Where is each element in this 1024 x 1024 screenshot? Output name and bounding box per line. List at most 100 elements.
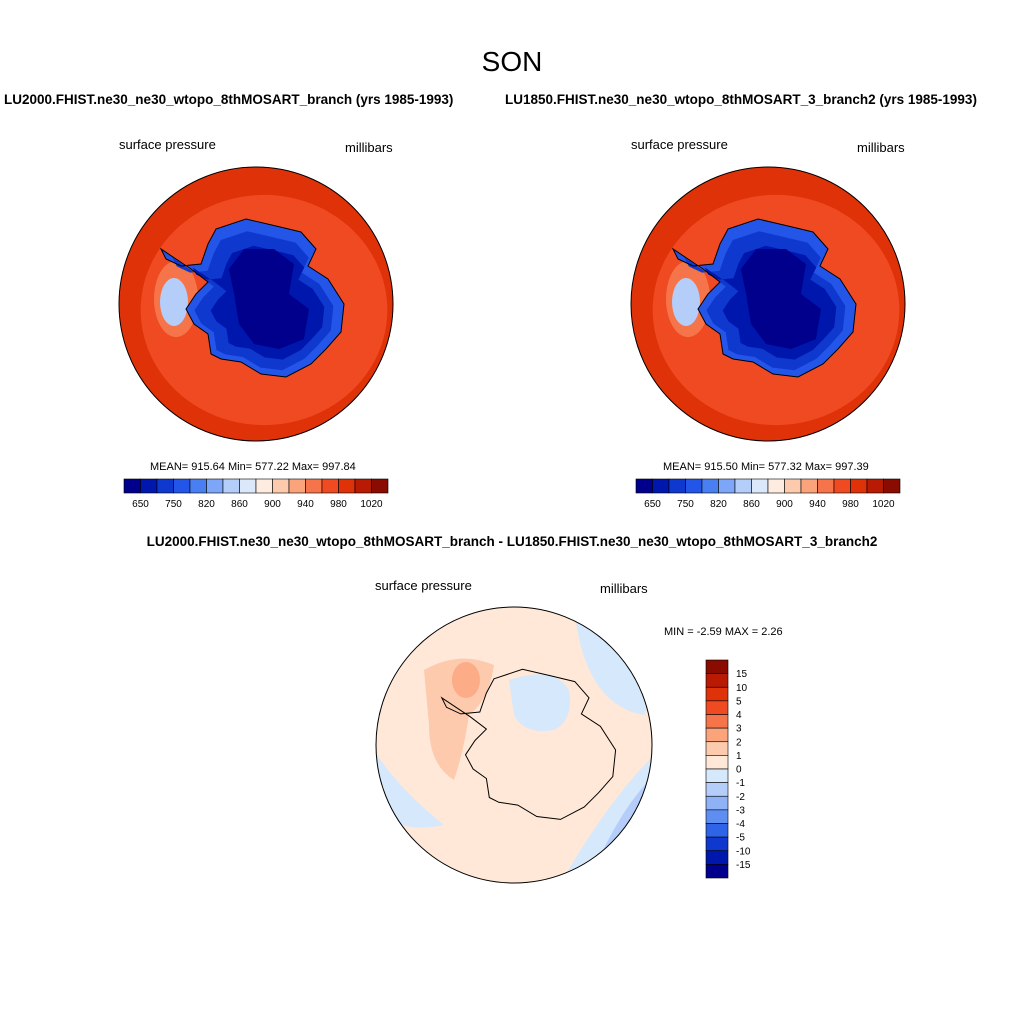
panel-2-colorbar-box-0 bbox=[635, 478, 653, 494]
panel-1-case-title: LU2000.FHIST.ne30_ne30_wtopo_8thMOSART_b… bbox=[4, 92, 454, 107]
diff-colorbar-tick-3: 4 bbox=[736, 710, 742, 721]
panel-2-colorbar-box-6 bbox=[734, 478, 752, 494]
panel-2-peninsula-low bbox=[672, 278, 700, 326]
diff-colorbar-tick-5: 2 bbox=[736, 737, 742, 748]
panel-2-colorbar-tick-4: 900 bbox=[776, 499, 793, 510]
panel-1-map-border bbox=[118, 166, 394, 442]
diff-colorbar-box-4 bbox=[705, 714, 729, 729]
panel-2-colorbar-box-12 bbox=[833, 478, 851, 494]
panel-1-colorbar-tick-1: 750 bbox=[165, 499, 182, 510]
panel-1-coastline bbox=[159, 218, 345, 378]
diff-colorbar-box-6 bbox=[705, 741, 729, 756]
panel-2-colorbar-box-14 bbox=[866, 478, 884, 494]
diff-colorbar-tick-4: 3 bbox=[736, 724, 742, 735]
diff-colorbar-box-10 bbox=[705, 795, 729, 811]
diff-coastline bbox=[440, 668, 617, 820]
panel-2-map bbox=[630, 166, 906, 442]
diff-colorbar-box-0 bbox=[705, 659, 729, 674]
panel-2-colorbar-tick-1: 750 bbox=[677, 499, 694, 510]
panel-1-colorbar-box-14 bbox=[354, 478, 372, 494]
panel-2-ice-plateau bbox=[741, 249, 821, 349]
panel-2-colorbar-box-13 bbox=[850, 478, 868, 494]
diff-pos-core bbox=[452, 662, 480, 698]
diff-colorbar-box-3 bbox=[705, 700, 729, 715]
panel-1-colorbar-box-6 bbox=[222, 478, 240, 494]
panel-1-colorbar: 650 750 820 860 900 940 980 1020 bbox=[123, 478, 389, 510]
panel-2-units-label: millibars bbox=[857, 140, 905, 155]
diff-stats: MIN = -2.59 MAX = 2.26 bbox=[664, 626, 783, 638]
panel-1-ice-plateau bbox=[229, 249, 309, 349]
panel-2-colorbar-tick-7: 1020 bbox=[872, 499, 895, 510]
panel-2-colorbar-tick-2: 820 bbox=[710, 499, 727, 510]
diff-colorbar-box-9 bbox=[705, 782, 729, 797]
panel-1-colorbar-box-13 bbox=[338, 478, 356, 494]
diff-units-label: millibars bbox=[600, 581, 648, 596]
panel-1-map bbox=[118, 166, 394, 442]
diff-colorbar-tick-6: 1 bbox=[736, 751, 742, 762]
panel-1-colorbar-box-9 bbox=[272, 478, 290, 494]
diff-variable-label: surface pressure bbox=[375, 578, 472, 593]
panel-2-colorbar-box-11 bbox=[817, 478, 835, 494]
diff-colorbar-box-7 bbox=[705, 755, 729, 770]
diff-colorbar-box-11 bbox=[705, 809, 729, 824]
panel-2-colorbar-tick-3: 860 bbox=[743, 499, 760, 510]
panel-1-colorbar-tick-4: 900 bbox=[264, 499, 281, 510]
panel-1-peninsula-low bbox=[160, 278, 188, 326]
diff-colorbar-tick-12: -5 bbox=[736, 833, 745, 844]
panel-2-map-border bbox=[630, 166, 906, 442]
panel-1-colorbar-box-0 bbox=[123, 478, 141, 494]
diff-colorbar-box-15 bbox=[705, 864, 729, 879]
panel-1-colorbar-tick-0: 650 bbox=[132, 499, 149, 510]
panel-2-colorbar-tick-5: 940 bbox=[809, 499, 826, 510]
diff-map bbox=[375, 606, 653, 884]
panel-2-colorbar-box-5 bbox=[718, 478, 736, 494]
panel-2-variable-label: surface pressure bbox=[631, 137, 728, 152]
diff-case-title: LU2000.FHIST.ne30_ne30_wtopo_8thMOSART_b… bbox=[146, 534, 878, 549]
panel-1-variable-label: surface pressure bbox=[119, 137, 216, 152]
diff-colorbar-tick-13: -10 bbox=[736, 846, 751, 857]
diff-colorbar-tick-9: -2 bbox=[736, 792, 745, 803]
panel-1-colorbar-box-11 bbox=[305, 478, 323, 494]
panel-2-colorbar-box-4 bbox=[701, 478, 719, 494]
diff-colorbar-box-13 bbox=[705, 836, 729, 852]
panel-2-coastline bbox=[671, 218, 857, 378]
panel-1-colorbar-box-2 bbox=[156, 478, 174, 494]
panel-2-colorbar-box-10 bbox=[800, 478, 818, 494]
panel-2-colorbar-box-3 bbox=[685, 478, 703, 494]
panel-2-colorbar-box-2 bbox=[668, 478, 686, 494]
diff-colorbar-tick-2: 5 bbox=[736, 696, 742, 707]
diff-colorbar-box-1 bbox=[705, 673, 729, 688]
panel-2-stats: MEAN= 915.50 Min= 577.32 Max= 997.39 bbox=[663, 461, 869, 473]
diff-colorbar-box-8 bbox=[705, 768, 729, 783]
panel-1-colorbar-tick-6: 980 bbox=[330, 499, 347, 510]
diff-colorbar-box-2 bbox=[705, 686, 729, 702]
diff-colorbar-box-5 bbox=[705, 727, 729, 743]
panel-1-stats: MEAN= 915.64 Min= 577.22 Max= 997.84 bbox=[150, 461, 356, 473]
panel-2-colorbar-box-7 bbox=[751, 478, 769, 494]
diff-colorbar-tick-7: 0 bbox=[736, 765, 742, 776]
panel-1-colorbar-tick-5: 940 bbox=[297, 499, 314, 510]
panel-2-colorbar-box-8 bbox=[767, 478, 785, 494]
panel-2-colorbar: 650 750 820 860 900 940 980 1020 bbox=[635, 478, 901, 510]
panel-1-colorbar-box-4 bbox=[189, 478, 207, 494]
diff-colorbar-tick-14: -15 bbox=[736, 860, 751, 871]
panel-1-colorbar-box-5 bbox=[206, 478, 224, 494]
diff-colorbar-tick-11: -4 bbox=[736, 819, 745, 830]
panel-1-colorbar-box-3 bbox=[173, 478, 191, 494]
panel-1-colorbar-tick-2: 820 bbox=[198, 499, 215, 510]
panel-1-colorbar-box-12 bbox=[321, 478, 339, 494]
panel-2-colorbar-box-1 bbox=[652, 478, 670, 494]
panel-2-colorbar-tick-0: 650 bbox=[644, 499, 661, 510]
diff-colorbar-tick-10: -3 bbox=[736, 805, 745, 816]
panel-1-colorbar-tick-7: 1020 bbox=[360, 499, 383, 510]
panel-2-colorbar-box-15 bbox=[883, 478, 901, 494]
diff-colorbar-tick-1: 10 bbox=[736, 683, 748, 694]
diff-colorbar-box-14 bbox=[705, 850, 729, 865]
panel-1-colorbar-tick-3: 860 bbox=[231, 499, 248, 510]
panel-1-colorbar-box-8 bbox=[255, 478, 273, 494]
diff-neg-region-interior bbox=[509, 674, 570, 731]
figure-title: SON bbox=[481, 46, 543, 77]
panel-1-colorbar-box-15 bbox=[371, 478, 389, 494]
